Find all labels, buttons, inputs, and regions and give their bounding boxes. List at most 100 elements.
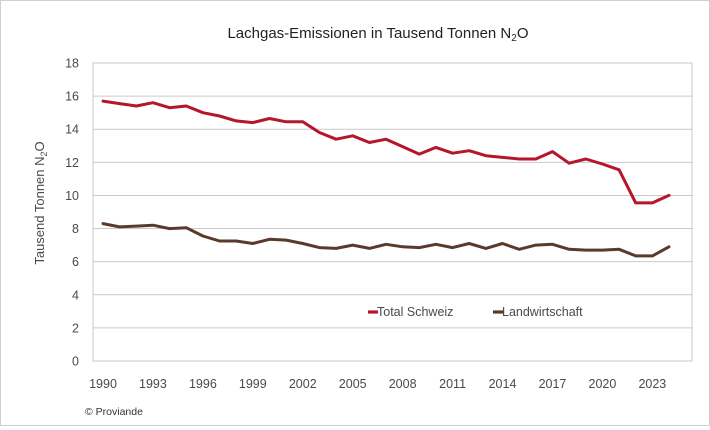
- data-point: [634, 254, 637, 258]
- legend-label-total-schweiz: Total Schweiz: [377, 305, 453, 319]
- data-point: [234, 119, 238, 123]
- series-lines: [101, 99, 671, 258]
- y-tick-label: 16: [65, 90, 79, 104]
- chart-title: Lachgas-Emissionen in Tausend Tonnen N2O: [227, 25, 528, 44]
- data-point: [584, 157, 587, 161]
- chart-title-suffix: O: [517, 25, 529, 42]
- y-tick-label: 12: [65, 156, 79, 170]
- data-point: [501, 156, 504, 159]
- data-point: [268, 117, 271, 120]
- data-point: [667, 194, 671, 197]
- data-point: [218, 114, 221, 118]
- x-tick-label: 2023: [638, 377, 666, 391]
- data-point: [617, 168, 621, 171]
- data-point: [118, 102, 121, 105]
- data-point: [201, 111, 205, 114]
- data-point: [468, 242, 471, 245]
- data-point: [567, 161, 571, 165]
- data-point: [368, 247, 371, 250]
- data-point: [151, 101, 155, 104]
- y-tick-label: 18: [65, 57, 79, 71]
- series-line-total-schweiz: [101, 99, 671, 205]
- credit: © Proviande: [85, 406, 143, 418]
- x-tick-label: 2020: [589, 377, 617, 391]
- data-point: [484, 247, 488, 250]
- y-tick-label: 2: [72, 321, 79, 335]
- y-axis-label-suffix: O: [32, 141, 47, 151]
- data-point: [151, 224, 155, 227]
- data-point: [401, 145, 404, 148]
- data-point: [135, 224, 138, 228]
- data-point: [451, 246, 454, 249]
- y-tick-label: 4: [72, 288, 79, 302]
- data-point: [517, 248, 521, 251]
- data-point: [185, 104, 188, 108]
- data-point: [418, 152, 421, 156]
- data-point: [468, 149, 471, 152]
- data-point: [185, 226, 188, 229]
- data-point: [101, 99, 105, 103]
- data-point: [534, 243, 538, 247]
- y-tick-label: 14: [65, 123, 79, 137]
- data-point: [384, 243, 388, 246]
- data-point: [251, 242, 255, 245]
- data-point: [434, 243, 438, 246]
- y-tick-label: 10: [65, 189, 79, 203]
- data-point: [634, 201, 637, 205]
- data-point: [284, 238, 288, 242]
- data-point: [384, 137, 388, 141]
- y-tick-label: 0: [72, 355, 79, 369]
- data-point: [617, 248, 621, 251]
- data-point: [201, 234, 205, 238]
- data-point: [301, 242, 304, 245]
- data-point: [268, 238, 271, 241]
- data-point: [534, 157, 538, 161]
- data-point: [301, 120, 304, 123]
- x-tick-label: 2005: [339, 377, 367, 391]
- data-point: [651, 201, 654, 205]
- data-point: [418, 246, 421, 249]
- legend-label-landwirtschaft: Landwirtschaft: [502, 305, 583, 319]
- data-point: [318, 131, 321, 134]
- x-tick-label: 2011: [439, 377, 466, 391]
- data-point: [517, 157, 521, 161]
- data-point: [667, 245, 671, 248]
- data-point: [434, 146, 438, 149]
- y-axis-label: Tausend Tonnen N2O: [32, 141, 49, 264]
- data-point: [251, 121, 255, 124]
- data-point: [551, 243, 554, 246]
- data-point: [334, 137, 338, 141]
- data-point: [501, 242, 504, 245]
- data-point: [218, 239, 221, 243]
- data-point: [351, 243, 354, 247]
- x-tick-label: 2014: [489, 377, 517, 391]
- data-point: [351, 134, 354, 138]
- x-tick-label: 1999: [239, 377, 267, 391]
- data-point: [284, 120, 288, 123]
- x-tick-label: 1993: [139, 377, 167, 391]
- x-tick-label: 1996: [189, 377, 217, 391]
- data-point: [567, 248, 571, 251]
- data-point: [334, 247, 338, 250]
- x-tick-label: 2002: [289, 377, 317, 391]
- data-point: [651, 254, 654, 258]
- data-point: [551, 150, 554, 153]
- data-point: [401, 245, 404, 248]
- data-point: [601, 248, 604, 252]
- data-point: [601, 162, 604, 166]
- x-tick-label: 2008: [389, 377, 417, 391]
- data-point: [135, 104, 138, 108]
- legend: Total Schweiz Landwirtschaft: [368, 305, 583, 319]
- data-point: [168, 227, 171, 230]
- y-axis-label-subscript: 2: [39, 151, 49, 156]
- data-point: [234, 239, 238, 243]
- data-point: [318, 246, 321, 249]
- data-point: [484, 154, 488, 157]
- plot-area: [92, 62, 693, 362]
- data-point: [168, 106, 171, 109]
- x-axis-ticks: 1990 1993 1996 1999 2002 2005 2008 2011 2014 2017…: [89, 377, 666, 391]
- data-point: [584, 248, 587, 252]
- x-tick-label: 2017: [539, 377, 567, 391]
- grid: [93, 95, 692, 329]
